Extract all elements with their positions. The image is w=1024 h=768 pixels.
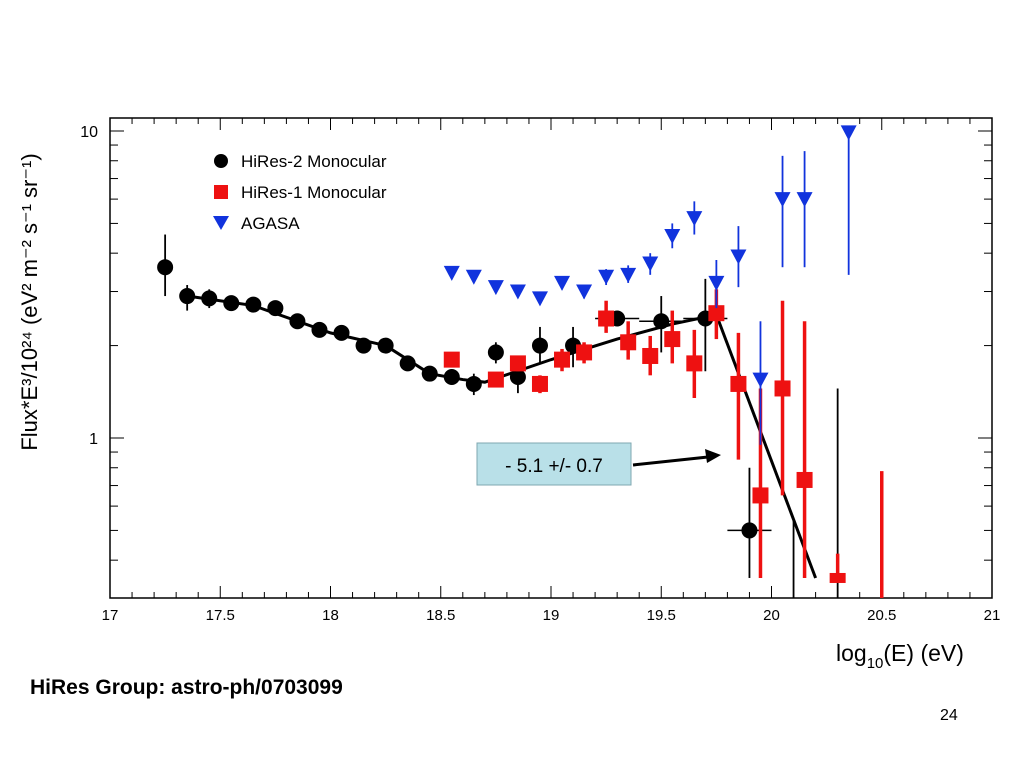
data-point	[664, 228, 681, 244]
x-axis-label-main: log	[836, 640, 867, 666]
data-point	[796, 471, 813, 488]
annotation-arrow-shaft	[632, 455, 709, 467]
legend: HiRes-2 Monocular HiRes-1 Monocular AGAS…	[213, 152, 387, 233]
data-point	[179, 288, 196, 305]
data-point	[708, 305, 725, 322]
data-point	[741, 522, 758, 539]
data-marks	[157, 125, 884, 598]
data-point	[311, 321, 328, 338]
data-point	[796, 192, 813, 208]
legend-marker-hires1	[214, 185, 228, 199]
page-number: 24	[940, 707, 958, 724]
data-point	[443, 369, 460, 386]
legend-label-hires2: HiRes-2 Monocular	[241, 152, 387, 171]
series-1	[443, 289, 884, 598]
data-point	[465, 269, 482, 285]
annotation-arrow-head	[705, 449, 721, 463]
x-tick-label: 19.5	[647, 607, 676, 624]
x-tick-label: 18	[322, 607, 339, 624]
data-point	[443, 265, 460, 281]
data-point	[598, 269, 615, 285]
data-point	[642, 347, 659, 364]
data-point	[377, 337, 394, 354]
data-point	[509, 369, 526, 386]
data-point	[752, 487, 769, 504]
data-point	[157, 259, 174, 276]
data-point	[576, 284, 593, 300]
data-point	[487, 344, 504, 361]
data-point	[399, 355, 416, 372]
data-point	[774, 380, 791, 397]
y-tick-label: 10	[80, 124, 98, 141]
data-point	[730, 375, 747, 392]
data-point	[487, 280, 504, 296]
data-point	[355, 337, 372, 354]
data-point	[509, 284, 526, 300]
data-point	[620, 334, 637, 351]
data-point	[531, 337, 548, 354]
data-point	[267, 300, 284, 317]
data-point	[465, 375, 482, 392]
data-point	[201, 290, 218, 307]
data-point	[443, 351, 460, 368]
y-axis-label: Flux*E³/10²⁴ (eV² m⁻² s⁻¹ sr⁻¹)	[17, 153, 42, 450]
data-point	[829, 572, 846, 583]
data-point	[554, 351, 571, 368]
data-point	[487, 371, 504, 388]
legend-label-agasa: AGASA	[241, 214, 300, 233]
data-point	[223, 295, 240, 312]
legend-marker-agasa	[213, 216, 229, 230]
data-point	[598, 310, 615, 327]
data-point	[509, 355, 526, 372]
plot-area	[109, 117, 993, 599]
data-point	[620, 267, 637, 283]
x-tick-label: 18.5	[426, 607, 455, 624]
data-point	[576, 344, 593, 361]
data-point	[708, 275, 725, 291]
slope-annotation: - 5.1 +/- 0.7	[476, 442, 721, 486]
x-tick-label: 17	[102, 607, 119, 624]
data-point	[289, 313, 306, 330]
data-point	[245, 296, 262, 313]
data-point	[730, 249, 747, 265]
reference-citation: HiRes Group: astro-ph/0703099	[30, 676, 343, 699]
data-point	[642, 256, 659, 272]
legend-label-hires1: HiRes-1 Monocular	[241, 183, 387, 202]
x-tick-label: 20	[763, 607, 780, 624]
x-tick-label: 19	[543, 607, 560, 624]
data-point	[653, 313, 670, 330]
data-point	[333, 324, 350, 341]
data-point	[752, 372, 769, 388]
data-point	[531, 375, 548, 392]
annotation-box	[476, 442, 632, 486]
y-tick-label: 1	[89, 431, 98, 448]
data-point	[664, 331, 681, 348]
data-point	[686, 355, 703, 372]
x-tick-label: 17.5	[206, 607, 235, 624]
x-tick-label: 21	[984, 607, 1001, 624]
data-point	[531, 291, 548, 307]
x-axis-label-sub: 10	[867, 655, 884, 672]
data-point	[840, 125, 857, 141]
data-point	[774, 192, 791, 208]
data-point	[686, 211, 703, 227]
annotation-text: - 5.1 +/- 0.7	[505, 456, 603, 477]
legend-marker-hires2	[214, 154, 228, 168]
data-point	[421, 365, 438, 382]
svg-text:log10(E) (eV): log10(E) (eV)	[836, 640, 964, 672]
x-axis-label-tail: (E) (eV)	[883, 640, 964, 666]
axis-tick-labels: 17 17.5 18 18.5 19 19.5 20 20.5 21 1 10	[80, 124, 1000, 624]
series-2	[443, 125, 857, 445]
x-axis-label: log10(E) (eV)	[836, 640, 964, 672]
fit-line-break-fit	[714, 314, 818, 579]
data-point	[554, 275, 571, 291]
x-tick-label: 20.5	[867, 607, 896, 624]
